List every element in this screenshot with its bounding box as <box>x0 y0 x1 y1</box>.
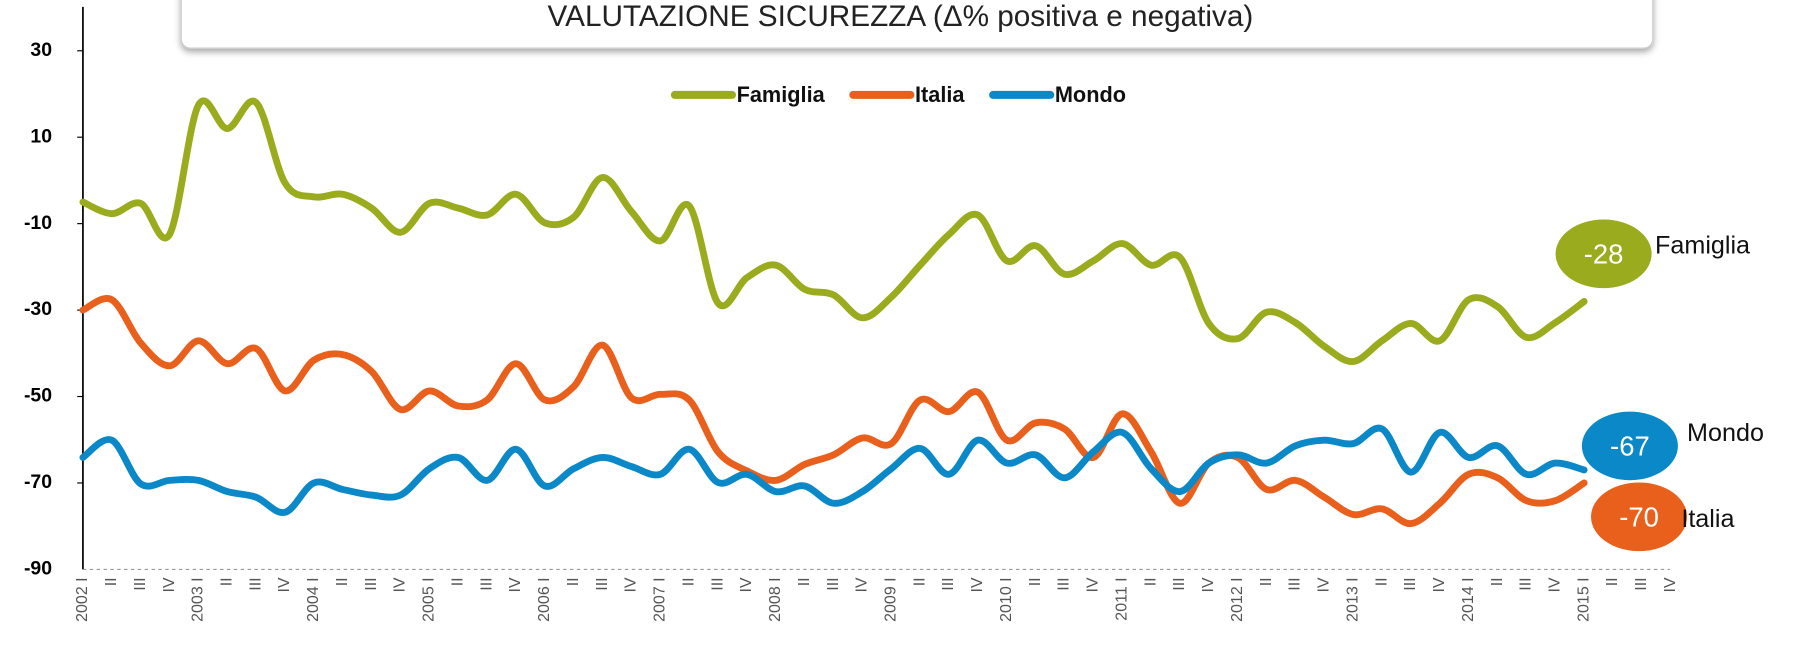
x-tick-label: IV <box>1547 577 1564 592</box>
x-tick-label: II <box>565 577 582 586</box>
x-tick-label: III <box>478 577 495 590</box>
x-tick-label: IV <box>1662 577 1679 592</box>
legend-label: Mondo <box>1055 82 1126 107</box>
chart-title: VALUTAZIONE SICUREZZA (Δ% positiva e neg… <box>548 0 1254 33</box>
legend-label: Italia <box>915 82 965 107</box>
x-tick-label: III <box>1287 577 1304 590</box>
end-series-label: Mondo <box>1687 419 1764 447</box>
x-tick-label: IV <box>1200 577 1217 592</box>
x-tick-label: 2015 I <box>1575 577 1592 621</box>
x-tick-label: III <box>940 577 957 590</box>
x-tick-label: II <box>680 577 697 586</box>
x-tick-label: IV <box>161 577 178 592</box>
end-value-label: -28 <box>1584 238 1624 269</box>
x-tick-label: II <box>334 577 351 586</box>
x-tick-label: IV <box>1085 577 1102 592</box>
x-tick-label: III <box>132 577 149 590</box>
end-bubble <box>1555 219 1652 289</box>
x-tick-label: IV <box>1316 577 1333 592</box>
y-tick-label: -70 <box>24 471 52 493</box>
x-tick-label: II <box>911 577 928 586</box>
end-series-label: Famiglia <box>1655 232 1750 260</box>
y-tick-label: -10 <box>24 212 52 234</box>
x-tick-label: 2005 I <box>421 577 438 621</box>
x-tick-label: 2004 I <box>305 577 322 621</box>
x-tick-label: 2014 I <box>1460 577 1477 621</box>
y-tick-label: 10 <box>30 125 52 147</box>
x-tick-label: 2002 I <box>74 577 91 621</box>
x-tick-label: III <box>825 577 842 590</box>
x-tick-label: II <box>1489 577 1506 586</box>
end-value-label: -70 <box>1619 501 1659 532</box>
x-tick-label: 2009 I <box>883 577 900 621</box>
x-tick-label: II <box>1258 577 1275 586</box>
x-tick-label: II <box>1142 577 1159 586</box>
y-tick-label: -90 <box>24 558 52 580</box>
x-tick-label: IV <box>623 577 640 592</box>
x-tick-label: II <box>449 577 466 586</box>
title-box <box>180 0 1654 49</box>
x-tick-label: II <box>1373 577 1390 586</box>
x-tick-label: II <box>103 577 120 586</box>
x-tick-label: III <box>709 577 726 590</box>
x-tick-label: 2007 I <box>652 577 669 621</box>
x-tick-label: IV <box>1431 577 1448 592</box>
x-tick-label: III <box>1518 577 1535 590</box>
x-tick-label: IV <box>738 577 755 592</box>
x-tick-label: 2003 I <box>190 577 207 621</box>
x-tick-label: 2013 I <box>1344 577 1361 621</box>
end-bubble <box>1591 482 1688 552</box>
series-line <box>79 295 1588 528</box>
x-tick-label: III <box>1633 577 1650 590</box>
x-tick-label: III <box>1402 577 1419 590</box>
end-series-label: Italia <box>1681 505 1734 533</box>
x-tick-label: 2011 I <box>1113 577 1130 620</box>
x-tick-label: II <box>218 577 235 586</box>
x-tick-label: III <box>594 577 611 590</box>
x-tick-label: 2012 I <box>1229 577 1246 621</box>
end-bubble <box>1581 411 1678 481</box>
x-tick-label: IV <box>854 577 871 592</box>
series-line <box>79 424 1588 516</box>
x-tick-label: III <box>1171 577 1188 590</box>
x-tick-label: 2008 I <box>767 577 784 621</box>
legend-label: Famiglia <box>737 82 826 107</box>
x-tick-label: IV <box>507 577 524 592</box>
x-tick-label: II <box>1027 577 1044 586</box>
end-value-label: -67 <box>1610 430 1650 461</box>
x-tick-label: 2006 I <box>536 577 553 621</box>
x-tick-label: 2010 I <box>998 577 1015 621</box>
series-line <box>79 97 1588 365</box>
x-tick-label: IV <box>276 577 293 592</box>
x-tick-label: III <box>1056 577 1073 590</box>
y-tick-label: 30 <box>30 39 52 61</box>
x-tick-label: IV <box>969 577 986 592</box>
x-tick-label: II <box>1604 577 1621 586</box>
x-tick-label: III <box>363 577 380 590</box>
x-tick-label: III <box>247 577 264 590</box>
x-tick-label: IV <box>392 577 409 592</box>
y-tick-label: -30 <box>24 298 52 320</box>
x-tick-label: II <box>796 577 813 586</box>
y-tick-label: -50 <box>24 385 52 407</box>
